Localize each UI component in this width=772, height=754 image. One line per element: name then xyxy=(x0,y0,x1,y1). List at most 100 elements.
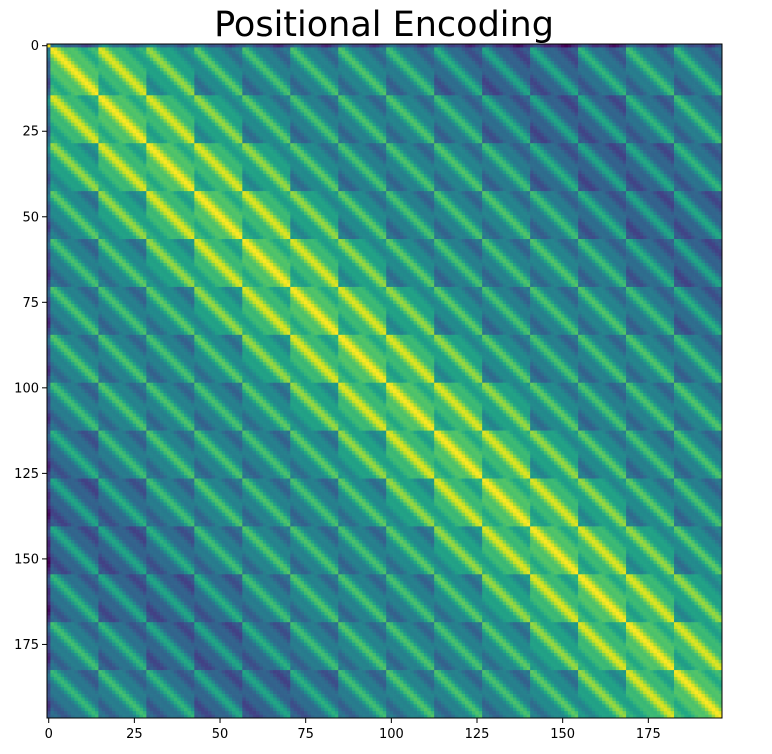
heatmap-cell xyxy=(280,106,284,110)
heatmap-cell xyxy=(547,47,551,51)
heatmap-cell xyxy=(633,106,637,110)
heatmap-cell xyxy=(455,51,459,55)
heatmap-cell xyxy=(143,51,147,55)
heatmap-cell xyxy=(122,78,126,82)
heatmap-cell xyxy=(640,78,644,82)
heatmap-cell xyxy=(482,92,486,96)
heatmap-cell xyxy=(523,47,527,51)
heatmap-cell xyxy=(294,75,298,79)
heatmap-cell xyxy=(235,102,239,106)
heatmap-cell xyxy=(187,61,191,65)
heatmap-cell xyxy=(273,78,277,82)
heatmap-cell xyxy=(609,51,613,55)
heatmap-cell xyxy=(657,99,661,103)
heatmap-cell xyxy=(691,85,695,89)
heatmap-cell xyxy=(140,61,144,65)
heatmap-cell xyxy=(410,68,414,72)
heatmap-cell xyxy=(444,99,448,103)
heatmap-cell xyxy=(523,102,527,106)
heatmap-cell xyxy=(503,47,507,51)
heatmap-cell xyxy=(109,58,113,62)
heatmap-cell xyxy=(229,44,233,48)
heatmap-cell xyxy=(571,51,575,55)
heatmap-cell xyxy=(229,106,233,110)
heatmap-cell xyxy=(205,85,209,89)
heatmap-cell xyxy=(146,75,150,79)
heatmap-cell xyxy=(362,88,366,92)
heatmap-cell xyxy=(465,51,469,55)
heatmap-cell xyxy=(153,92,157,96)
heatmap-cell xyxy=(653,54,657,58)
heatmap-cell xyxy=(537,102,541,106)
heatmap-cell xyxy=(708,92,712,96)
heatmap-cell xyxy=(338,102,342,106)
heatmap-cell xyxy=(400,88,404,92)
heatmap-cell xyxy=(232,68,236,72)
heatmap-cell xyxy=(643,106,647,110)
heatmap-cell xyxy=(64,95,68,99)
heatmap-cell xyxy=(441,75,445,79)
heatmap-cell xyxy=(681,61,685,65)
heatmap-cell xyxy=(643,95,647,99)
heatmap-cell xyxy=(47,99,51,103)
heatmap-cell xyxy=(81,47,85,51)
heatmap-cell xyxy=(585,78,589,82)
heatmap-cell xyxy=(688,106,692,110)
heatmap-cell xyxy=(462,71,466,75)
heatmap-cell xyxy=(629,88,633,92)
heatmap-cell xyxy=(242,92,246,96)
heatmap-cell xyxy=(568,106,572,110)
heatmap-cell xyxy=(376,102,380,106)
heatmap-cell xyxy=(157,61,161,65)
heatmap-cell xyxy=(167,82,171,86)
heatmap-cell xyxy=(681,58,685,62)
heatmap-cell xyxy=(468,95,472,99)
heatmap-cell xyxy=(376,58,380,62)
heatmap-cell xyxy=(78,95,82,99)
heatmap-cell xyxy=(277,58,281,62)
heatmap-cell xyxy=(383,71,387,75)
heatmap-cell xyxy=(198,88,202,92)
heatmap-cell xyxy=(136,68,140,72)
heatmap-cell xyxy=(211,65,215,69)
heatmap-cell xyxy=(424,102,428,106)
heatmap-cell xyxy=(349,58,353,62)
heatmap-cell xyxy=(136,58,140,62)
heatmap-cell xyxy=(482,71,486,75)
heatmap-cell xyxy=(407,95,411,99)
heatmap-cell xyxy=(475,54,479,58)
heatmap-cell xyxy=(393,61,397,65)
heatmap-cell xyxy=(277,54,281,58)
heatmap-cell xyxy=(140,85,144,89)
heatmap-cell xyxy=(345,85,349,89)
heatmap-cell xyxy=(383,85,387,89)
heatmap-cell xyxy=(342,47,346,51)
heatmap-cell xyxy=(146,102,150,106)
heatmap-cell xyxy=(95,54,99,58)
heatmap-cell xyxy=(486,92,490,96)
heatmap-cell xyxy=(277,78,281,82)
heatmap-cell xyxy=(98,88,102,92)
heatmap-cell xyxy=(527,106,531,110)
heatmap-cell xyxy=(701,54,705,58)
heatmap-cell xyxy=(109,71,113,75)
heatmap-cell xyxy=(715,44,719,48)
heatmap-cell xyxy=(191,102,195,106)
heatmap-cell xyxy=(88,88,92,92)
heatmap-cell xyxy=(187,54,191,58)
heatmap-cell xyxy=(489,106,493,110)
heatmap-cell xyxy=(537,99,541,103)
heatmap-cell xyxy=(246,88,250,92)
heatmap-cell xyxy=(396,78,400,82)
heatmap-cell xyxy=(602,88,606,92)
heatmap-cell xyxy=(297,65,301,69)
heatmap-cell xyxy=(558,44,562,48)
heatmap-cell xyxy=(674,106,678,110)
heatmap-cell xyxy=(424,58,428,62)
heatmap-cell xyxy=(102,102,106,106)
heatmap-cell xyxy=(438,95,442,99)
heatmap-cell xyxy=(681,71,685,75)
heatmap-cell xyxy=(438,44,442,48)
heatmap-cell xyxy=(215,109,219,113)
heatmap-cell xyxy=(582,47,586,51)
